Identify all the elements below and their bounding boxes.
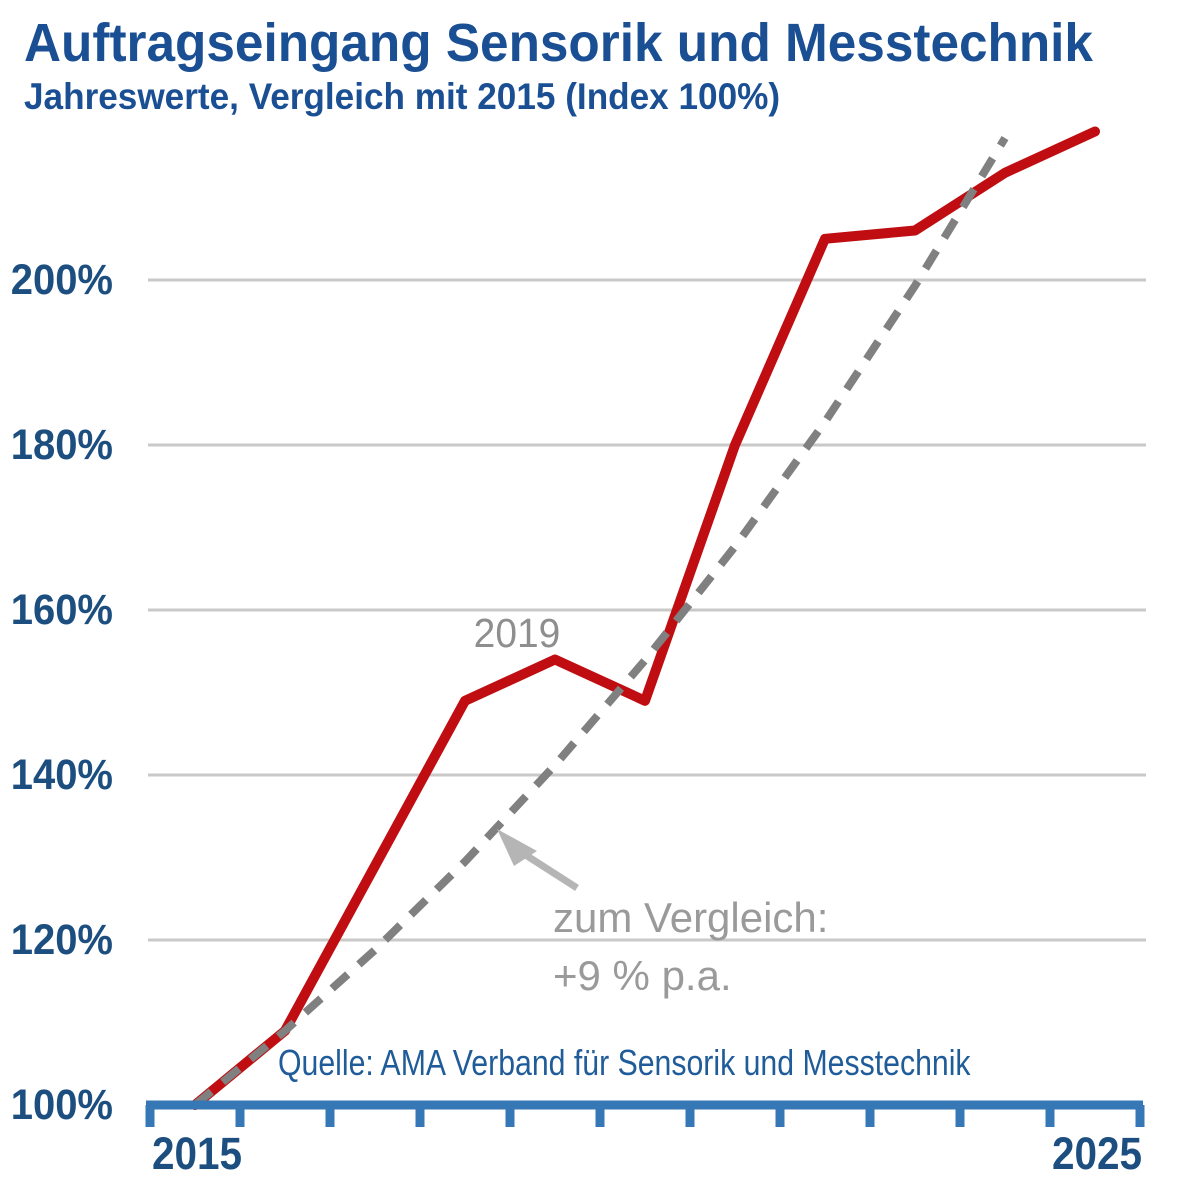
comparison-annotation: zum Vergleich: +9 % p.a.: [553, 889, 828, 1005]
x-tick-label-2015: 2015: [151, 1128, 243, 1179]
chart-title: Auftragseingang Sensorik und Messtechnik: [24, 13, 1093, 73]
source-label: Quelle: AMA Verband für Sensorik und Mes…: [278, 1042, 971, 1083]
y-tick-label-160: 160%: [10, 586, 114, 634]
comparison-annotation-line2: +9 % p.a.: [553, 952, 732, 999]
x-tick-label-2025: 2025: [1051, 1128, 1143, 1179]
comparison-arrow-shaft: [519, 849, 579, 891]
chart-subtitle: Jahreswerte, Vergleich mit 2015 (Index 1…: [24, 76, 781, 117]
orders-index-line: [190, 126, 1100, 1110]
comparison-annotation-line1: zum Vergleich:: [553, 894, 829, 941]
chart-graphics: [145, 126, 1146, 1127]
comparison-dashed-line: [192, 136, 1009, 1109]
comparison-arrow-head: [497, 829, 537, 866]
peak-year-label: 2019: [473, 610, 561, 656]
y-tick-label-100: 100%: [10, 1081, 114, 1129]
y-tick-label-120: 120%: [10, 916, 114, 964]
y-tick-label-140: 140%: [10, 751, 114, 799]
y-tick-label-200: 200%: [10, 256, 114, 304]
y-tick-label-180: 180%: [10, 421, 114, 469]
comparison-arrow: [497, 829, 579, 891]
